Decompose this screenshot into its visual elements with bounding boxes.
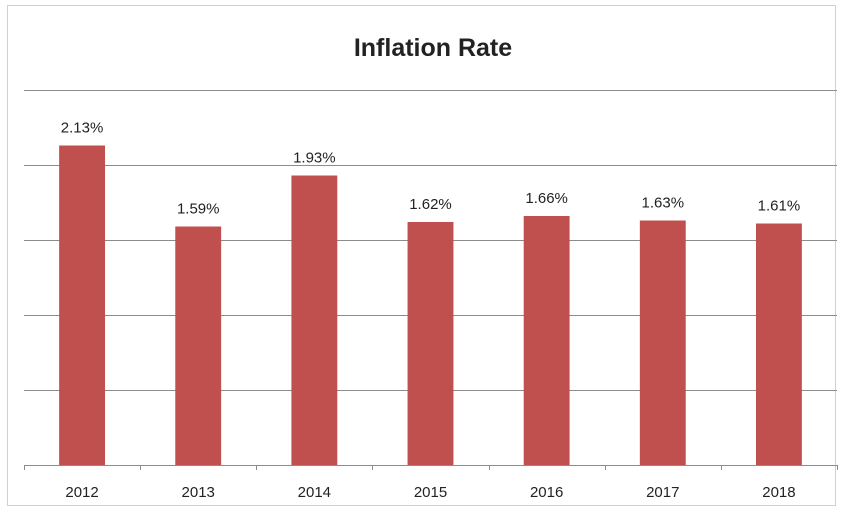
x-axis: 2012 2013 2014 2015 2016 2017 2018 bbox=[24, 465, 838, 501]
data-label-2018: 1.61% bbox=[758, 198, 801, 215]
bar-2013 bbox=[175, 226, 222, 465]
x-tick-label-2015: 2015 bbox=[414, 484, 447, 501]
x-tick-label-2018: 2018 bbox=[762, 484, 795, 501]
data-label-2013: 1.59% bbox=[177, 201, 220, 218]
data-label-2016: 1.66% bbox=[525, 190, 568, 207]
data-label-2012: 2.13% bbox=[61, 120, 104, 137]
x-tick-label-2016: 2016 bbox=[530, 484, 563, 501]
x-tick-label-2017: 2017 bbox=[646, 484, 679, 501]
bar-2017 bbox=[639, 220, 686, 465]
bar-2016 bbox=[523, 216, 570, 465]
x-tick-label-2013: 2013 bbox=[182, 484, 215, 501]
bar-2012 bbox=[59, 145, 106, 465]
chart-title: Inflation Rate bbox=[354, 34, 512, 62]
data-label-2014: 1.93% bbox=[293, 150, 336, 167]
x-tick-label-2014: 2014 bbox=[298, 484, 331, 501]
data-labels: 2.13% 1.59% 1.93% 1.62% 1.66% 1.63% 1.61% bbox=[61, 120, 800, 218]
bar-2015 bbox=[407, 222, 454, 465]
bar-2014 bbox=[291, 175, 338, 465]
x-tick-label-2012: 2012 bbox=[65, 484, 98, 501]
bars bbox=[59, 145, 802, 465]
data-label-2015: 1.62% bbox=[409, 196, 452, 213]
bar-2018 bbox=[755, 223, 802, 465]
data-label-2017: 1.63% bbox=[642, 195, 685, 212]
